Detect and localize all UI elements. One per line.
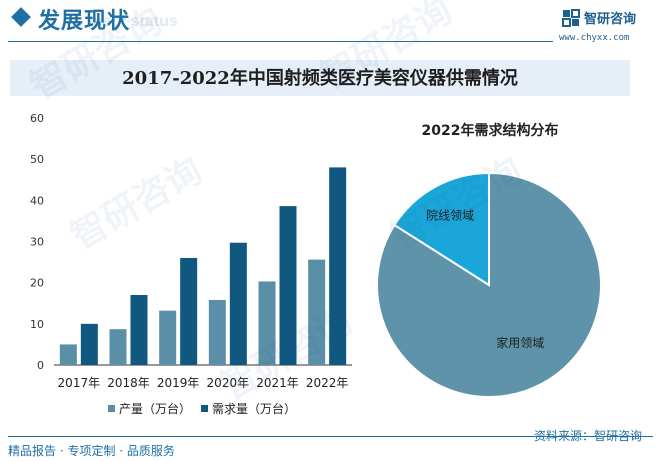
section-subtitle: ment status bbox=[88, 13, 178, 30]
y-tick-label: 0 bbox=[37, 359, 44, 372]
pie-slice bbox=[393, 171, 490, 287]
brand-url: www.chyxx.com bbox=[559, 33, 630, 43]
bar-demand bbox=[130, 295, 148, 365]
chart-title: 2017-2022年中国射频类医疗美容仪器供需情况 bbox=[122, 68, 518, 89]
bar-production bbox=[308, 259, 326, 365]
y-tick-label: 40 bbox=[30, 194, 44, 207]
x-tick-label: 2017年 bbox=[58, 376, 101, 390]
pie-chart: 家用领域 院线领域 bbox=[376, 171, 602, 398]
x-tick-label: 2021年 bbox=[256, 376, 299, 390]
x-tick-label: 2020年 bbox=[207, 376, 250, 390]
brand-logo-icon bbox=[562, 9, 580, 27]
bar-demand bbox=[80, 323, 98, 365]
pie-title: 2022年需求结构分布 bbox=[421, 123, 559, 139]
legend-label: 产量（万台） bbox=[119, 401, 191, 416]
bar-demand bbox=[279, 206, 297, 365]
legend-swatch bbox=[201, 405, 208, 412]
bar-production bbox=[208, 299, 226, 365]
bar-demand bbox=[329, 167, 347, 365]
bar-axis: 0 10 20 30 40 50 60 2017年 2018年 2019年 2020年 2021年 20… bbox=[30, 112, 352, 390]
title-band bbox=[10, 60, 630, 96]
source-note: 资料来源：智研咨询 bbox=[534, 429, 643, 443]
bar-demand bbox=[229, 242, 247, 365]
footer-tagline: 精品报告 · 专项定制 · 品质服务 bbox=[8, 444, 175, 458]
y-tick-label: 10 bbox=[30, 318, 44, 331]
bar-marks bbox=[59, 167, 347, 365]
y-tick-label: 50 bbox=[30, 153, 44, 166]
pie-slices: 家用领域 院线领域 bbox=[376, 171, 602, 398]
x-tick-label: 2019年 bbox=[157, 376, 200, 390]
page-header: ment status 发展现状 智研咨询 www.chyxx.com bbox=[0, 0, 659, 44]
bar-legend: 产量（万台） 需求量（万台） bbox=[108, 401, 296, 416]
y-tick-label: 60 bbox=[30, 112, 44, 125]
bar-chart: 0 10 20 30 40 50 60 2017年 2018年 2019年 2020年 2021年 20… bbox=[30, 112, 352, 416]
header-divider bbox=[8, 41, 553, 42]
bar-production bbox=[109, 329, 127, 365]
brand-name: 智研咨询 bbox=[584, 12, 637, 27]
bar-production bbox=[59, 344, 77, 365]
pie-label: 院线领域 bbox=[426, 208, 474, 222]
bar-demand bbox=[180, 257, 198, 365]
y-tick-label: 20 bbox=[30, 277, 44, 290]
x-tick-label: 2018年 bbox=[107, 376, 150, 390]
legend-swatch bbox=[108, 405, 115, 412]
bar-production bbox=[159, 310, 177, 365]
x-tick-label: 2022年 bbox=[306, 376, 349, 390]
y-tick-label: 30 bbox=[30, 236, 44, 249]
legend-label: 需求量（万台） bbox=[212, 401, 296, 416]
diamond-icon bbox=[11, 7, 31, 27]
pie-label: 家用领域 bbox=[496, 335, 544, 350]
bar-production bbox=[258, 281, 276, 365]
section-title: 发展现状 bbox=[38, 9, 131, 34]
footer-divider bbox=[8, 436, 653, 437]
